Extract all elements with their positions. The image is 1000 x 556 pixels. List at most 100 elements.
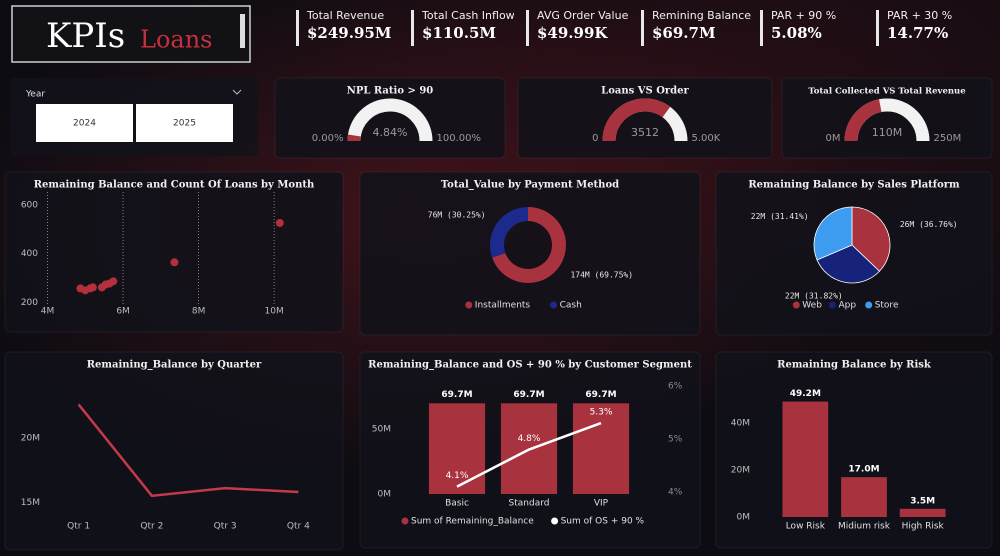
legend-label: Cash bbox=[560, 301, 582, 311]
legend-label: Store bbox=[875, 301, 899, 311]
gauge-range-label: 5.00K bbox=[692, 133, 721, 144]
data-label: 4.1% bbox=[446, 471, 469, 481]
kpi-value: $110.5M bbox=[422, 24, 496, 42]
point bbox=[109, 277, 118, 286]
x-tick-label: Qtr 4 bbox=[287, 522, 310, 532]
chart-title: NPL Ratio > 90 bbox=[347, 86, 434, 97]
y-tick-label: 20M bbox=[21, 433, 40, 443]
gauge-range-label: 0.00% bbox=[312, 133, 344, 144]
x-tick-label: Standard bbox=[509, 499, 550, 509]
point bbox=[88, 283, 97, 292]
chart-title: Remaining Balance and Count Of Loans by … bbox=[34, 180, 315, 191]
x-tick-label: 6M bbox=[116, 307, 130, 317]
dashboard-title: KPIs bbox=[46, 16, 125, 56]
dashboard-subtitle: Loans bbox=[140, 26, 212, 54]
data-label: 69.7M bbox=[441, 390, 472, 400]
data-label: 5.3% bbox=[590, 408, 613, 418]
gauge-value-label: 3512 bbox=[631, 126, 659, 139]
x-tick-label: Midium risk bbox=[838, 522, 891, 532]
kpi-label: AVG Order Value bbox=[537, 9, 629, 22]
y2-tick-label: 6% bbox=[668, 382, 683, 392]
data-label: 69.7M bbox=[513, 390, 544, 400]
slicer-label: Year bbox=[25, 90, 45, 100]
bar bbox=[428, 403, 486, 494]
slicer-option-label[interactable]: 2025 bbox=[173, 119, 196, 129]
slice bbox=[492, 207, 566, 284]
x-tick-label: High Risk bbox=[902, 522, 945, 532]
bar bbox=[782, 401, 829, 517]
slicer-option[interactable]: 2024 bbox=[36, 104, 133, 142]
legend-swatch bbox=[865, 301, 873, 309]
kpi-value: 5.08% bbox=[771, 24, 822, 42]
kpi-label: Total Cash Inflow bbox=[421, 9, 515, 22]
y-tick-label: 15M bbox=[21, 498, 40, 508]
x-tick-label: Qtr 1 bbox=[67, 522, 90, 532]
point bbox=[275, 218, 284, 227]
data-label: 17.0M bbox=[848, 465, 879, 475]
data-label: 174M (69.75%) bbox=[570, 271, 633, 280]
chart-title: Total Collected VS Total Revenue bbox=[808, 87, 966, 97]
panel bbox=[274, 77, 506, 159]
legend-swatch bbox=[401, 517, 409, 525]
data-label: 22M (31.41%) bbox=[751, 212, 809, 221]
x-tick-label: 4M bbox=[41, 307, 55, 317]
legend-label: Installments bbox=[475, 301, 531, 311]
x-tick-label: Qtr 3 bbox=[214, 522, 237, 532]
panel bbox=[4, 171, 344, 333]
data-label: 76M (30.25%) bbox=[428, 210, 486, 219]
legend-swatch bbox=[792, 301, 800, 309]
y2-tick-label: 5% bbox=[668, 434, 683, 444]
point bbox=[170, 258, 179, 267]
gauge-value-label: 4.84% bbox=[373, 126, 408, 139]
y-tick-label: 50M bbox=[372, 424, 391, 434]
y-tick-label: 40M bbox=[731, 419, 750, 429]
kpi-value: $249.95M bbox=[307, 24, 391, 42]
chart-title: Remaining Balance by Sales Platform bbox=[748, 180, 960, 191]
y-tick-label: 20M bbox=[731, 466, 750, 476]
slicer-option-box[interactable] bbox=[36, 104, 133, 142]
title-box bbox=[11, 5, 251, 63]
panel bbox=[4, 351, 344, 551]
data-label: 69.7M bbox=[585, 390, 616, 400]
bar bbox=[572, 403, 630, 494]
line bbox=[456, 421, 602, 488]
legend-label: Web bbox=[802, 301, 822, 311]
x-tick-label: 10M bbox=[265, 307, 284, 317]
slicer-option-label[interactable]: 2024 bbox=[73, 119, 96, 129]
slicer-chevron[interactable] bbox=[232, 89, 242, 95]
y2-tick-label: 4% bbox=[668, 487, 683, 497]
gauge-range-label: 100.00% bbox=[437, 133, 482, 144]
kpi-label: Total Revenue bbox=[306, 9, 384, 22]
x-tick-label: Basic bbox=[445, 499, 469, 509]
y-tick-label: 0M bbox=[737, 513, 751, 523]
bar bbox=[899, 508, 946, 517]
kpi-label: PAR + 90 % bbox=[771, 9, 836, 22]
x-tick-label: VIP bbox=[594, 499, 609, 509]
chart-title: Remaining_Balance and OS + 90 % by Custo… bbox=[368, 360, 692, 371]
title-accent bbox=[240, 14, 245, 48]
slice bbox=[851, 206, 891, 272]
legend-swatch bbox=[551, 517, 559, 525]
line bbox=[77, 403, 299, 498]
panel bbox=[359, 171, 701, 336]
gauge-range-label: 250M bbox=[934, 133, 962, 144]
kpi-value: $49.99K bbox=[537, 24, 608, 42]
chart-title: Total_Value by Payment Method bbox=[441, 180, 619, 191]
x-tick-label: Low Risk bbox=[786, 522, 826, 532]
chart-title: Loans VS Order bbox=[601, 86, 689, 97]
slicer-option-box[interactable] bbox=[136, 104, 233, 142]
data-label: 26M (36.76%) bbox=[900, 220, 958, 229]
data-label: 49.2M bbox=[790, 389, 821, 399]
slice bbox=[489, 207, 528, 258]
chart-title: Remaining_Balance by Quarter bbox=[87, 360, 262, 371]
panel bbox=[517, 77, 773, 159]
kpi-accent bbox=[641, 10, 644, 46]
slicer-option[interactable]: 2025 bbox=[136, 104, 233, 142]
gauge-range-label: 0 bbox=[592, 133, 598, 144]
x-tick-label: 8M bbox=[192, 307, 206, 317]
slice bbox=[813, 206, 853, 261]
y-tick-label: 200 bbox=[21, 298, 38, 308]
y-tick-label: 0M bbox=[378, 490, 392, 500]
